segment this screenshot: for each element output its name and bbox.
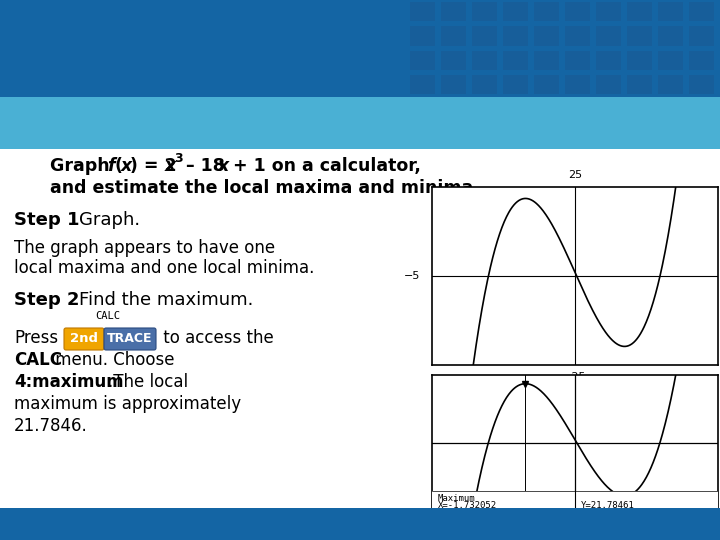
Text: f: f [107, 157, 114, 175]
FancyBboxPatch shape [104, 328, 156, 350]
Text: Copyright © by Holt Mc Dougal. All Rights Reserved.: Copyright © by Holt Mc Dougal. All Right… [436, 519, 710, 529]
Text: maximum is approximately: maximum is approximately [14, 395, 241, 413]
Text: Step 1: Step 1 [14, 211, 79, 229]
Text: to access the: to access the [158, 329, 274, 347]
Text: x: x [165, 157, 176, 175]
Text: 21.7846.: 21.7846. [14, 417, 88, 435]
Text: Find the maximum.: Find the maximum. [79, 291, 253, 309]
Text: 2nd: 2nd [70, 333, 98, 346]
Text: Step 2: Step 2 [14, 291, 79, 309]
Text: Holt McDougal Algebra 2: Holt McDougal Algebra 2 [10, 517, 157, 530]
Text: x: x [121, 157, 132, 175]
Text: ) = 2: ) = 2 [130, 157, 176, 175]
Text: Example 4: Determine Maxima and Minima with a: Example 4: Determine Maxima and Minima w… [147, 107, 573, 123]
Text: 3-7: 3-7 [50, 35, 105, 64]
Text: CALC: CALC [14, 351, 62, 369]
Text: (: ( [115, 157, 123, 175]
Text: + 1 on a calculator,: + 1 on a calculator, [227, 157, 421, 175]
Text: 3: 3 [174, 152, 183, 165]
Text: TRACE: TRACE [107, 333, 153, 346]
Text: 25: 25 [568, 170, 582, 180]
Text: and estimate the local maxima and minima.: and estimate the local maxima and minima… [50, 179, 480, 197]
Text: – 18: – 18 [180, 157, 225, 175]
Text: Investigating Graphs of: Investigating Graphs of [142, 19, 401, 38]
Text: The graph appears to have one: The graph appears to have one [14, 239, 275, 257]
Text: Polynomial Functions: Polynomial Functions [142, 57, 377, 77]
Text: −25: −25 [563, 372, 587, 382]
Text: local maxima and one local minima.: local maxima and one local minima. [14, 259, 315, 277]
Text: Graph: Graph [50, 157, 116, 175]
Text: Graph.: Graph. [79, 211, 140, 229]
Text: 4:maximum: 4:maximum [14, 373, 124, 391]
Text: Maximum: Maximum [438, 494, 475, 503]
Bar [432, 491, 718, 510]
FancyBboxPatch shape [64, 328, 104, 350]
Text: menu. Choose: menu. Choose [50, 351, 174, 369]
Text: −5: −5 [404, 271, 420, 281]
Text: Calculator: Calculator [316, 127, 404, 143]
Text: x: x [218, 157, 229, 175]
Text: .The local: .The local [108, 373, 188, 391]
Text: Press: Press [14, 329, 58, 347]
Text: X=-1.732052: X=-1.732052 [438, 501, 497, 510]
Text: CALC: CALC [96, 311, 120, 321]
Ellipse shape [24, 5, 132, 93]
Text: Y=21.78461: Y=21.78461 [581, 501, 634, 510]
